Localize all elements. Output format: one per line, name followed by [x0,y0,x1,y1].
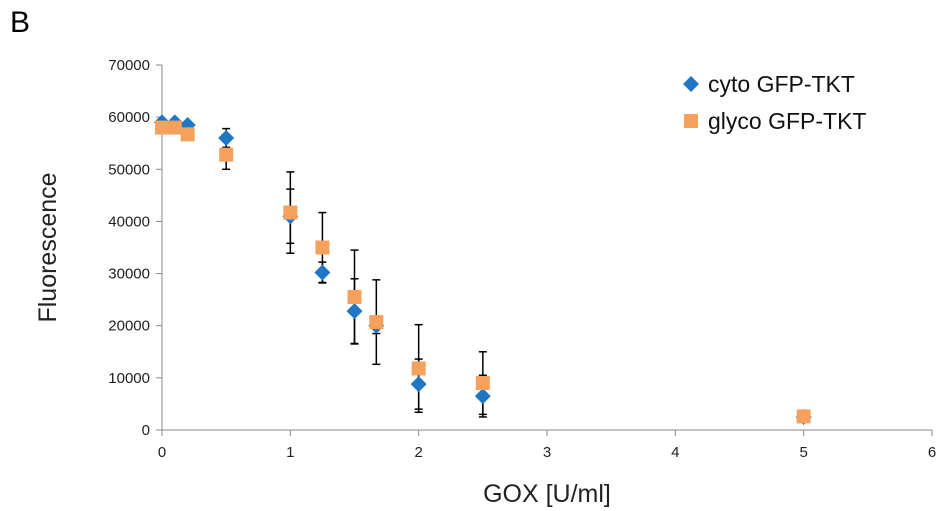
y-tick-label: 0 [142,422,150,439]
glyco-point [283,205,298,220]
legend-marker [683,76,699,92]
legend-label: cyto GFP-TKT [708,71,855,97]
glyco-point [369,315,384,330]
cyto-point [474,388,491,405]
glyco-point [347,290,362,305]
x-tick-label: 5 [799,444,807,461]
glyco-point [219,147,234,162]
cyto-point [314,264,331,281]
y-tick-label: 20000 [108,318,150,335]
legend-label: glyco GFP-TKT [708,108,866,134]
x-tick-label: 4 [671,444,679,461]
y-tick-label: 70000 [108,57,150,74]
legend-marker [684,114,698,128]
x-axis-title: GOX [U/ml] [483,480,611,508]
glyco-point [155,120,169,135]
glyco-point [180,127,195,142]
y-tick-label: 60000 [108,109,150,126]
glyco-point [796,409,811,424]
glyco-point [475,376,490,391]
error-bars [222,127,487,418]
cyto-point [346,303,363,320]
y-tick-label: 40000 [108,213,150,230]
x-tick-label: 3 [543,444,551,461]
x-tick-label: 1 [286,444,294,461]
glyco-point [315,240,330,255]
cyto-point [410,376,427,393]
x-tick-label: 0 [158,444,166,461]
cyto-point [218,130,235,146]
glyco-point [167,120,182,135]
y-axis-title: Fluorescence [34,172,62,322]
glyco-point [411,361,426,376]
y-tick-label: 30000 [108,266,150,283]
y-tick-label: 50000 [108,161,150,178]
chart-axes: 0 10000 20000 30000 40000 50000 60000 70000 0 1 2 3… [108,57,936,461]
x-tick-label: 6 [928,444,936,461]
panel-label: B [10,6,31,39]
chart-legend: cyto GFP-TKT glyco GFP-TKT [683,71,866,134]
x-tick-label: 2 [414,444,422,461]
data-markers [154,114,812,425]
y-tick-label: 10000 [108,370,150,387]
